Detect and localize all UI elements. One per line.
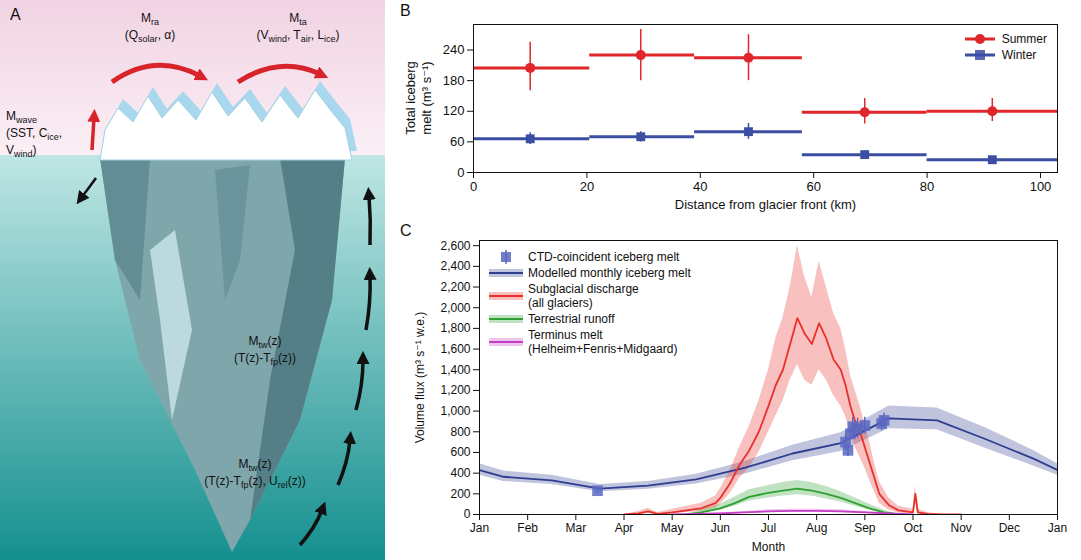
svg-text:melt (m³ s⁻¹): melt (m³ s⁻¹)	[419, 61, 434, 134]
html-text:Summer: Summer	[1001, 32, 1047, 46]
svg-text:Month: Month	[752, 540, 785, 554]
svg-text:180: 180	[443, 73, 465, 88]
svg-text:1,600: 1,600	[440, 342, 470, 356]
svg-text:2,600: 2,600	[440, 239, 470, 253]
svg-text:1,200: 1,200	[440, 383, 470, 397]
html-text:B: B	[400, 2, 411, 19]
svg-text:Dec: Dec	[999, 521, 1020, 535]
html-text:Terrestrial runoff: Terrestrial runoff	[528, 312, 615, 326]
svg-text:Oct: Oct	[904, 521, 923, 535]
svg-text:May: May	[661, 521, 684, 535]
svg-text:800: 800	[450, 425, 470, 439]
svg-text:(T(z)-Tfp(z), Urel(z)): (T(z)-Tfp(z), Urel(z))	[204, 474, 306, 490]
svg-text:A: A	[10, 6, 21, 23]
svg-text:600: 600	[450, 445, 470, 459]
html-text:Modelled monthly iceberg melt: Modelled monthly iceberg melt	[528, 266, 691, 280]
html-text:Terminus melt (Helheim+Fenris+: Terminus melt (Helheim+Fenris+Midgaard)	[528, 328, 678, 356]
svg-text:2,400: 2,400	[440, 259, 470, 273]
svg-text:2,200: 2,200	[440, 280, 470, 294]
svg-text:(T(z)-Tfp(z)): (T(z)-Tfp(z))	[234, 351, 296, 367]
svg-text:100: 100	[1030, 179, 1052, 194]
svg-text:Mwave: Mwave	[6, 109, 37, 125]
svg-text:Mta: Mta	[289, 11, 307, 27]
svg-text:Aug: Aug	[806, 521, 827, 535]
svg-text:Jun: Jun	[711, 521, 730, 535]
svg-text:1,400: 1,400	[440, 363, 470, 377]
svg-text:2,000: 2,000	[440, 301, 470, 315]
svg-text:60: 60	[450, 134, 464, 149]
svg-text:(Qsolar, α): (Qsolar, α)	[125, 28, 175, 44]
svg-text:Feb: Feb	[517, 521, 538, 535]
svg-text:40: 40	[693, 179, 707, 194]
svg-text:(Vwind, Tair, Lice): (Vwind, Tair, Lice)	[256, 28, 339, 44]
svg-text:Jan: Jan	[470, 521, 489, 535]
html-text:CTD-coincident iceberg melt: CTD-coincident iceberg melt	[528, 250, 680, 264]
svg-text:Total iceberg: Total iceberg	[403, 61, 418, 135]
svg-text:60: 60	[806, 179, 820, 194]
svg-text:Mra: Mra	[141, 11, 159, 27]
svg-text:80: 80	[920, 179, 934, 194]
svg-text:0: 0	[470, 179, 477, 194]
svg-text:0: 0	[457, 165, 464, 180]
svg-text:Mtw(z): Mtw(z)	[249, 334, 282, 350]
svg-text:0: 0	[464, 507, 471, 521]
svg-text:200: 200	[450, 487, 470, 501]
svg-text:Volume flux (m³ s⁻¹ w.e.): Volume flux (m³ s⁻¹ w.e.)	[413, 312, 427, 444]
html-text:Subglacial discharge (all glac: Subglacial discharge (all glaciers)	[528, 282, 639, 310]
svg-text:Nov: Nov	[950, 521, 971, 535]
svg-text:Mtw(z): Mtw(z)	[239, 457, 272, 473]
svg-text:Jul: Jul	[761, 521, 776, 535]
html-text:Winter: Winter	[1001, 48, 1037, 62]
svg-text:Distance from glacier front (k: Distance from glacier front (km)	[675, 197, 856, 212]
svg-text:1,000: 1,000	[440, 404, 470, 418]
svg-text:1,800: 1,800	[440, 321, 470, 335]
svg-text:(SST, Cice,: (SST, Cice,	[6, 126, 62, 142]
svg-text:Mar: Mar	[565, 521, 586, 535]
svg-text:Apr: Apr	[615, 521, 634, 535]
html-text:C: C	[400, 222, 412, 239]
svg-text:Vwind): Vwind)	[6, 143, 37, 159]
svg-text:120: 120	[443, 103, 465, 118]
svg-text:20: 20	[580, 179, 594, 194]
svg-text:Jan: Jan	[1048, 521, 1067, 535]
svg-text:Sep: Sep	[854, 521, 876, 535]
svg-text:400: 400	[450, 466, 470, 480]
svg-text:240: 240	[443, 42, 465, 57]
